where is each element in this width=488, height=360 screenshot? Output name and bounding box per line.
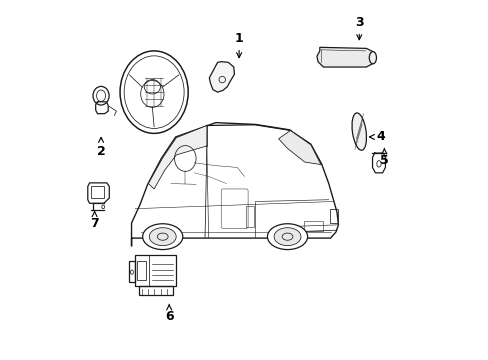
Polygon shape (88, 183, 109, 203)
Text: 2: 2 (97, 138, 105, 158)
Ellipse shape (351, 113, 366, 150)
Polygon shape (148, 126, 206, 189)
Ellipse shape (368, 51, 376, 64)
Polygon shape (131, 123, 338, 246)
Polygon shape (209, 62, 234, 92)
Ellipse shape (149, 228, 176, 246)
Text: 7: 7 (90, 211, 99, 230)
Text: 4: 4 (369, 130, 385, 144)
FancyBboxPatch shape (135, 255, 176, 286)
Ellipse shape (267, 224, 307, 249)
Text: 5: 5 (379, 148, 388, 167)
Text: 3: 3 (354, 16, 363, 40)
Text: 6: 6 (164, 304, 173, 323)
Polygon shape (278, 131, 320, 165)
Text: 1: 1 (234, 32, 243, 58)
Polygon shape (316, 47, 375, 67)
Ellipse shape (120, 51, 188, 134)
Ellipse shape (142, 224, 183, 249)
Ellipse shape (274, 228, 301, 246)
